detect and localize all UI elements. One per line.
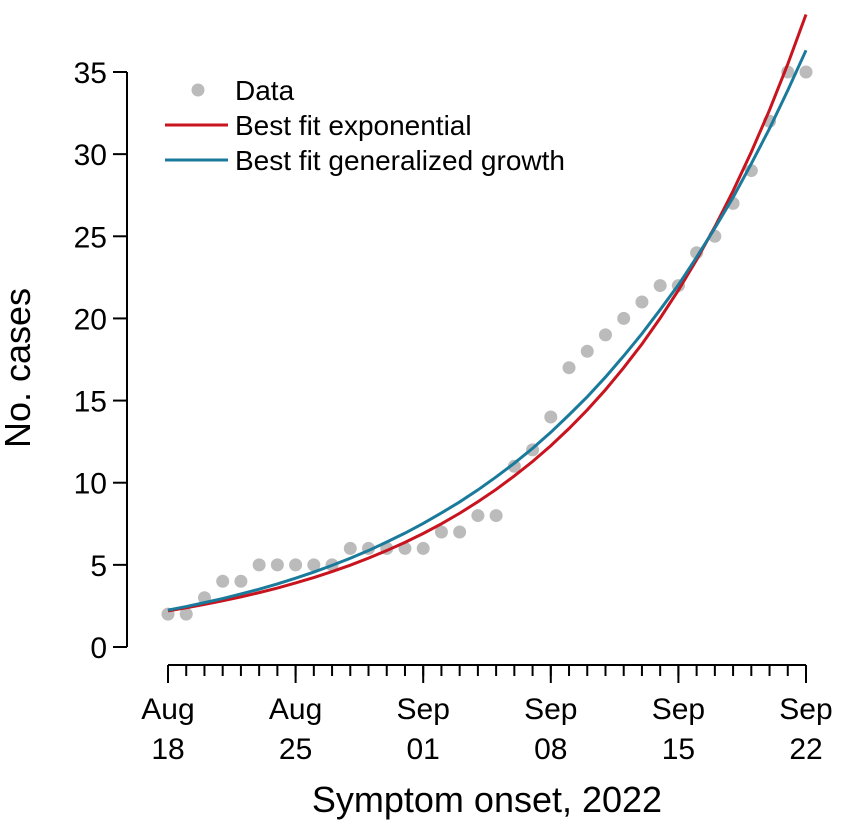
- data-point: [544, 410, 558, 424]
- y-tick-label: 20: [74, 303, 107, 336]
- x-tick-label: Sep 08: [524, 693, 577, 766]
- data-point: [617, 311, 631, 325]
- x-axis-title: Symptom onset, 2022: [312, 779, 662, 820]
- y-tick-label: 10: [74, 468, 107, 501]
- data-point: [307, 558, 321, 572]
- data-point: [270, 558, 284, 572]
- data-point: [471, 509, 485, 523]
- fit-line: [167, 49, 808, 612]
- data-point: [343, 541, 357, 555]
- legend-label: Best fit generalized growth: [235, 145, 565, 176]
- data-point: [562, 361, 576, 375]
- y-tick-label: 35: [74, 57, 107, 90]
- data-point: [799, 65, 813, 79]
- data-point: [234, 574, 248, 588]
- data-point: [598, 328, 612, 342]
- y-tick-label: 25: [74, 221, 107, 254]
- x-tick-label: Sep 15: [652, 693, 705, 766]
- legend-marker: [191, 83, 205, 97]
- legend-label: Best fit exponential: [235, 110, 472, 141]
- data-point: [434, 525, 448, 539]
- y-tick-label: 0: [90, 632, 107, 665]
- data-point: [179, 607, 193, 621]
- data-point: [635, 295, 649, 309]
- data-point: [416, 541, 430, 555]
- data-point: [653, 279, 667, 293]
- y-tick-label: 5: [90, 550, 107, 583]
- data-point: [216, 574, 230, 588]
- x-tick-label: Sep 22: [779, 693, 832, 766]
- y-tick-label: 30: [74, 139, 107, 172]
- y-tick-label: 15: [74, 386, 107, 419]
- data-point: [489, 509, 503, 523]
- x-tick-label: Aug 25: [269, 693, 322, 766]
- data-point: [580, 344, 594, 358]
- data-point: [507, 459, 521, 473]
- x-tick-label: Aug 18: [141, 693, 194, 766]
- x-tick-label: Sep 01: [397, 693, 450, 766]
- y-axis-title: No. cases: [0, 288, 38, 448]
- legend-label: Data: [235, 75, 295, 106]
- data-point: [289, 558, 303, 572]
- data-point: [453, 525, 467, 539]
- data-point: [252, 558, 266, 572]
